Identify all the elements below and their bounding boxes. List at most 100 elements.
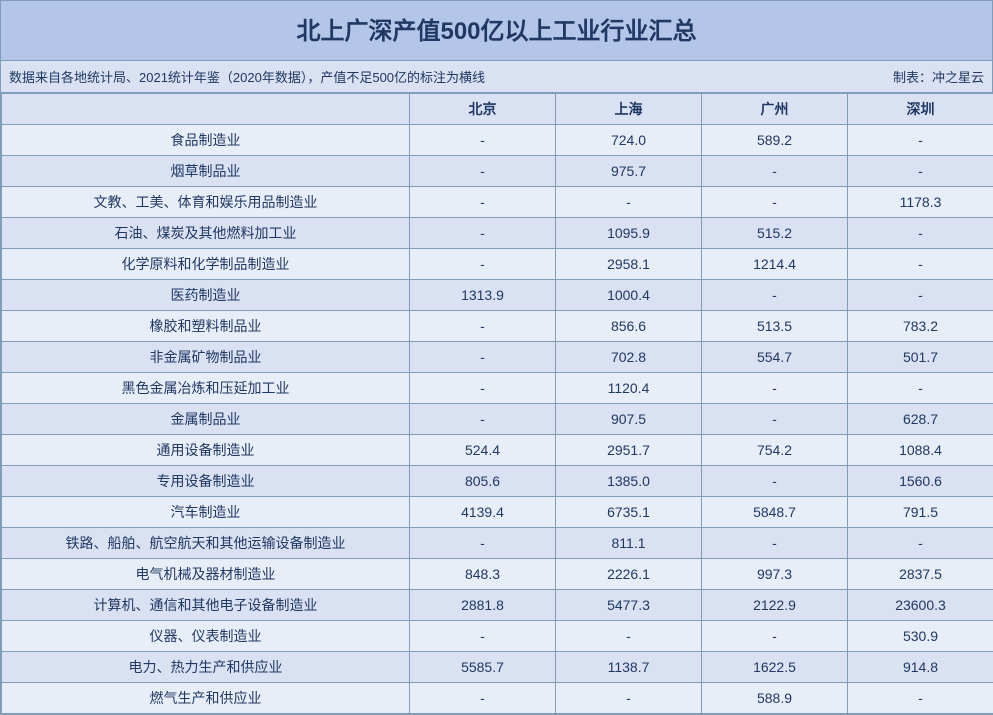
cell-value: 2951.7 xyxy=(556,435,702,466)
subtitle-left: 数据来自各地统计局、2021统计年鉴（2020年数据），产值不足500亿的标注为… xyxy=(9,67,485,86)
cell-value: 1178.3 xyxy=(848,187,993,218)
table-row: 仪器、仪表制造业---530.9 xyxy=(2,621,993,652)
page-title: 北上广深产值500亿以上工业行业汇总 xyxy=(1,1,992,61)
table-row: 石油、煤炭及其他燃料加工业-1095.9515.2- xyxy=(2,218,993,249)
row-label: 文教、工美、体育和娱乐用品制造业 xyxy=(2,187,410,218)
cell-value: 848.3 xyxy=(410,559,556,590)
cell-value: 783.2 xyxy=(848,311,993,342)
cell-value: 23600.3 xyxy=(848,590,993,621)
cell-value: 554.7 xyxy=(702,342,848,373)
row-label: 化学原料和化学制品制造业 xyxy=(2,249,410,280)
cell-value: - xyxy=(410,404,556,435)
cell-value: 5848.7 xyxy=(702,497,848,528)
cell-value: 1214.4 xyxy=(702,249,848,280)
cell-value: 2226.1 xyxy=(556,559,702,590)
cell-value: 805.6 xyxy=(410,466,556,497)
table-row: 电气机械及器材制造业848.32226.1997.32837.5 xyxy=(2,559,993,590)
subtitle-row: 数据来自各地统计局、2021统计年鉴（2020年数据），产值不足500亿的标注为… xyxy=(1,61,992,93)
row-label: 通用设备制造业 xyxy=(2,435,410,466)
cell-value: 907.5 xyxy=(556,404,702,435)
cell-value: 589.2 xyxy=(702,125,848,156)
row-label: 专用设备制造业 xyxy=(2,466,410,497)
cell-value: - xyxy=(410,125,556,156)
cell-value: 1313.9 xyxy=(410,280,556,311)
row-label: 橡胶和塑料制品业 xyxy=(2,311,410,342)
cell-value: - xyxy=(556,187,702,218)
table-row: 医药制造业1313.91000.4-- xyxy=(2,280,993,311)
cell-value: - xyxy=(848,528,993,559)
cell-value: 754.2 xyxy=(702,435,848,466)
cell-value: 702.8 xyxy=(556,342,702,373)
cell-value: - xyxy=(848,125,993,156)
cell-value: - xyxy=(556,621,702,652)
cell-value: 588.9 xyxy=(702,683,848,714)
cell-value: 1560.6 xyxy=(848,466,993,497)
cell-value: 1385.0 xyxy=(556,466,702,497)
table-row: 计算机、通信和其他电子设备制造业2881.85477.32122.923600.… xyxy=(2,590,993,621)
row-label: 石油、煤炭及其他燃料加工业 xyxy=(2,218,410,249)
cell-value: 791.5 xyxy=(848,497,993,528)
table-row: 铁路、船舶、航空航天和其他运输设备制造业-811.1-- xyxy=(2,528,993,559)
cell-value: - xyxy=(702,156,848,187)
cell-value: - xyxy=(410,249,556,280)
cell-value: - xyxy=(702,373,848,404)
cell-value: 2958.1 xyxy=(556,249,702,280)
row-label: 食品制造业 xyxy=(2,125,410,156)
row-label: 非金属矿物制品业 xyxy=(2,342,410,373)
cell-value: - xyxy=(410,373,556,404)
cell-value: - xyxy=(702,187,848,218)
cell-value: 997.3 xyxy=(702,559,848,590)
cell-value: - xyxy=(410,156,556,187)
cell-value: - xyxy=(410,187,556,218)
table-container: 北上广深产值500亿以上工业行业汇总 数据来自各地统计局、2021统计年鉴（20… xyxy=(0,0,993,715)
col-header-shanghai: 上海 xyxy=(556,94,702,125)
cell-value: 513.5 xyxy=(702,311,848,342)
row-label: 汽车制造业 xyxy=(2,497,410,528)
col-header-beijing: 北京 xyxy=(410,94,556,125)
cell-value: - xyxy=(410,218,556,249)
cell-value: - xyxy=(702,528,848,559)
cell-value: 5585.7 xyxy=(410,652,556,683)
row-label: 电气机械及器材制造业 xyxy=(2,559,410,590)
cell-value: - xyxy=(410,621,556,652)
row-label: 计算机、通信和其他电子设备制造业 xyxy=(2,590,410,621)
table-row: 化学原料和化学制品制造业-2958.11214.4- xyxy=(2,249,993,280)
cell-value: - xyxy=(848,373,993,404)
cell-value: - xyxy=(848,683,993,714)
row-label: 医药制造业 xyxy=(2,280,410,311)
cell-value: - xyxy=(848,280,993,311)
table-row: 黑色金属冶炼和压延加工业-1120.4-- xyxy=(2,373,993,404)
table-row: 文教、工美、体育和娱乐用品制造业---1178.3 xyxy=(2,187,993,218)
table-row: 汽车制造业4139.46735.15848.7791.5 xyxy=(2,497,993,528)
cell-value: 524.4 xyxy=(410,435,556,466)
col-header-guangzhou: 广州 xyxy=(702,94,848,125)
table-row: 燃气生产和供应业--588.9- xyxy=(2,683,993,714)
table-row: 食品制造业-724.0589.2- xyxy=(2,125,993,156)
table-row: 专用设备制造业805.61385.0-1560.6 xyxy=(2,466,993,497)
table-row: 橡胶和塑料制品业-856.6513.5783.2 xyxy=(2,311,993,342)
cell-value: 1095.9 xyxy=(556,218,702,249)
row-label: 金属制品业 xyxy=(2,404,410,435)
cell-value: - xyxy=(848,249,993,280)
row-label: 黑色金属冶炼和压延加工业 xyxy=(2,373,410,404)
col-header-shenzhen: 深圳 xyxy=(848,94,993,125)
cell-value: 2122.9 xyxy=(702,590,848,621)
row-label: 铁路、船舶、航空航天和其他运输设备制造业 xyxy=(2,528,410,559)
cell-value: 811.1 xyxy=(556,528,702,559)
cell-value: - xyxy=(410,342,556,373)
cell-value: 501.7 xyxy=(848,342,993,373)
cell-value: 628.7 xyxy=(848,404,993,435)
cell-value: 515.2 xyxy=(702,218,848,249)
cell-value: 6735.1 xyxy=(556,497,702,528)
table-row: 金属制品业-907.5-628.7 xyxy=(2,404,993,435)
table-row: 通用设备制造业524.42951.7754.21088.4 xyxy=(2,435,993,466)
col-header-blank xyxy=(2,94,410,125)
cell-value: - xyxy=(410,528,556,559)
cell-value: - xyxy=(848,156,993,187)
row-label: 燃气生产和供应业 xyxy=(2,683,410,714)
cell-value: 2837.5 xyxy=(848,559,993,590)
cell-value: 530.9 xyxy=(848,621,993,652)
cell-value: - xyxy=(702,466,848,497)
cell-value: 1622.5 xyxy=(702,652,848,683)
cell-value: 1120.4 xyxy=(556,373,702,404)
